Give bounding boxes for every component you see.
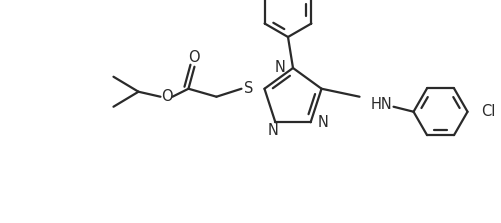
Text: Cl: Cl xyxy=(481,104,496,119)
Text: N: N xyxy=(268,123,279,138)
Text: S: S xyxy=(244,81,253,96)
Text: O: O xyxy=(161,89,172,104)
Text: HN: HN xyxy=(371,97,392,112)
Text: N: N xyxy=(275,60,286,76)
Text: N: N xyxy=(318,115,329,130)
Text: O: O xyxy=(188,50,199,65)
